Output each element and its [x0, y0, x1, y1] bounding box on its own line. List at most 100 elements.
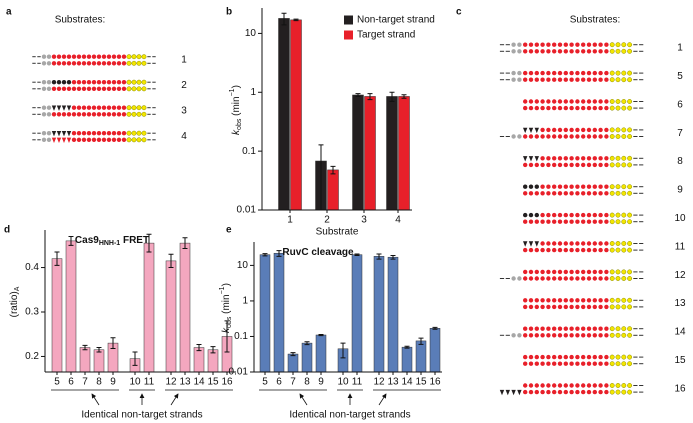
base: [86, 131, 92, 136]
base: [563, 241, 568, 246]
base: [563, 383, 568, 388]
base: [598, 212, 603, 218]
base: [598, 191, 603, 196]
bar: [273, 252, 285, 372]
base: [627, 326, 633, 332]
base: [101, 112, 107, 117]
x-tick-label: 16: [429, 377, 441, 388]
base: [592, 156, 597, 161]
base: [615, 241, 621, 246]
base: [569, 127, 574, 133]
base: [592, 191, 597, 196]
base: [91, 54, 97, 59]
base-triangle: [523, 241, 528, 247]
base-triangle: [56, 137, 62, 143]
bar: [315, 334, 327, 372]
base: [615, 42, 621, 48]
base: [540, 162, 545, 168]
base: [598, 304, 603, 310]
base: [592, 134, 597, 139]
base: [523, 389, 528, 395]
base: [131, 130, 137, 136]
text-part: A: [14, 286, 21, 291]
bar: [351, 254, 363, 372]
base: [604, 77, 609, 82]
text-part: (min: [221, 294, 232, 316]
bar: [79, 347, 91, 372]
base: [609, 99, 615, 104]
error-bar: [68, 235, 74, 246]
chart-title: Cas9HNH-1 FRET: [75, 235, 149, 248]
base: [86, 61, 92, 66]
base: [126, 130, 132, 136]
base: [106, 80, 112, 85]
base: [569, 326, 574, 331]
base: [557, 241, 563, 246]
error-bar: [340, 342, 346, 359]
base: [569, 212, 574, 218]
base: [569, 298, 574, 303]
base: [569, 241, 574, 246]
base: [511, 276, 516, 281]
bar: [327, 169, 339, 210]
base: [552, 212, 557, 218]
base: [592, 42, 597, 47]
base: [621, 361, 627, 367]
base: [615, 99, 621, 104]
base: [546, 191, 551, 196]
base: [540, 156, 545, 161]
base-triangle: [56, 131, 62, 137]
base: [581, 105, 586, 111]
base: [71, 61, 77, 66]
base: [540, 184, 545, 189]
base: [575, 212, 580, 218]
base: [540, 326, 545, 331]
base: [523, 70, 528, 76]
base: [621, 48, 627, 54]
base: [581, 361, 586, 366]
base: [615, 155, 621, 161]
base: [592, 333, 597, 338]
base: [621, 99, 627, 104]
base-triangle: [66, 137, 72, 143]
base-triangle: [517, 389, 522, 396]
base: [131, 60, 137, 66]
base: [621, 326, 627, 332]
base: [627, 99, 633, 104]
base: [517, 42, 522, 47]
base: [552, 247, 557, 253]
base: [609, 77, 615, 83]
base: [46, 86, 52, 92]
legend-label: Non-target strand: [357, 15, 435, 26]
base: [126, 137, 132, 143]
base: [615, 354, 621, 360]
base: [534, 162, 539, 168]
base: [546, 247, 551, 253]
base: [76, 131, 82, 136]
base-triangle: [523, 156, 528, 162]
base: [517, 333, 522, 338]
base: [581, 247, 586, 253]
base: [71, 54, 77, 59]
base: [604, 241, 609, 246]
base: [540, 247, 545, 253]
base: [621, 383, 627, 388]
base: [116, 80, 122, 85]
base: [66, 80, 72, 85]
base: [609, 383, 615, 388]
error-bar: [376, 253, 382, 260]
base: [552, 49, 557, 54]
base: [627, 383, 633, 388]
base: [528, 333, 534, 338]
base: [586, 77, 592, 82]
base: [609, 276, 615, 281]
base: [563, 49, 568, 54]
base: [106, 112, 112, 117]
base: [627, 276, 633, 281]
base: [575, 298, 580, 303]
base: [615, 304, 621, 310]
base: [540, 354, 545, 360]
base: [81, 131, 87, 136]
base: [563, 105, 568, 111]
base: [61, 86, 67, 92]
